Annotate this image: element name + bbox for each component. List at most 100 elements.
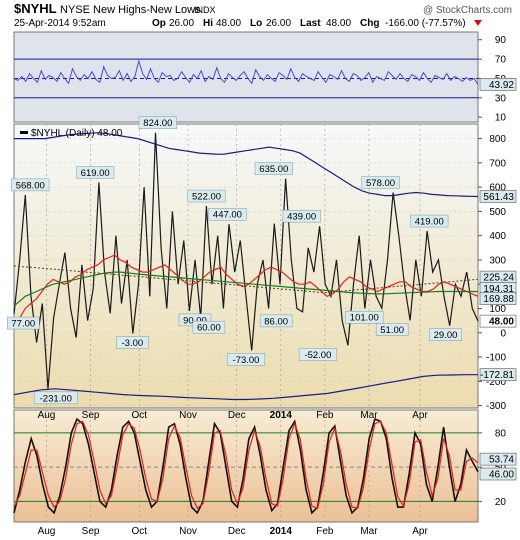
y-tick-label: 70	[495, 55, 507, 66]
x-tick-label: Apr	[412, 410, 428, 421]
y-tick-label: -100	[486, 353, 506, 364]
upper-last-value: 43.92	[489, 80, 514, 91]
data-label: -73.00	[233, 355, 260, 366]
down-arrow-icon	[474, 20, 482, 26]
right-value-label: 194.31	[483, 284, 514, 295]
ma-dotted-line	[13, 265, 479, 293]
x-tick-label: Mar	[360, 526, 378, 537]
data-label-box	[298, 348, 337, 361]
data-label-box	[226, 353, 266, 366]
data-label: 439.00	[287, 212, 316, 223]
y-tick-label: 400	[489, 231, 506, 242]
data-label: 90.00	[183, 315, 207, 326]
data-label-box	[33, 391, 78, 405]
upper-band-line	[14, 132, 479, 198]
y-tick-label: 300	[489, 255, 506, 266]
data-label: 51.00	[380, 325, 404, 336]
data-label: 447.00	[213, 210, 242, 221]
x-tick-label: Dec	[228, 526, 246, 537]
x-tick-label: Sep	[82, 526, 100, 537]
quote-date: 25-Apr-2014 9:52am	[14, 18, 106, 29]
data-label-box	[192, 320, 226, 334]
right-value-label: 169.88	[483, 294, 514, 305]
y-tick-label: 500	[489, 207, 506, 218]
last-price-label-box	[479, 314, 517, 328]
high-value: 48.00	[216, 18, 241, 29]
y-tick-label: 10	[495, 113, 507, 124]
data-label-box	[7, 316, 40, 330]
change-label: Chg	[360, 18, 379, 29]
data-label-box	[208, 207, 247, 221]
right-value-label-box	[479, 292, 517, 305]
x-tick-label: 2014	[270, 526, 293, 537]
data-label-box	[187, 189, 226, 203]
watermark: @ StockCharts.com	[423, 5, 512, 16]
lower-fast-line	[13, 417, 479, 515]
data-label-box	[254, 162, 293, 175]
x-tick-label: Nov	[179, 526, 197, 537]
lower-slow-line	[13, 420, 479, 510]
symbol-name: NYSE New Highs-New Lows	[60, 4, 201, 16]
data-label: 77.00	[11, 319, 35, 330]
ma-green-line	[13, 271, 478, 307]
data-label-box	[429, 328, 462, 341]
y-tick-label: 80	[495, 428, 507, 439]
lower-indicator: AugSepOctNovDec2014FebMarApr80502053.744…	[13, 410, 517, 537]
x-tick-label: Apr	[412, 526, 428, 537]
x-tick-label: Oct	[131, 526, 147, 537]
data-label: 522.00	[192, 192, 221, 203]
y-tick-label: 90	[495, 35, 507, 46]
last-label: Last	[300, 18, 321, 29]
last-value: 48.00	[326, 18, 351, 29]
data-label-box	[375, 323, 409, 336]
y-tick-label: 700	[489, 158, 506, 169]
data-label: 568.00	[16, 180, 45, 191]
upper-panel	[13, 31, 479, 123]
right-value-label: 561.43	[483, 192, 514, 203]
right-value-label: 225.24	[483, 273, 514, 284]
symbol: $NYHL	[14, 1, 57, 16]
upper-series-line	[13, 59, 479, 85]
lower-value-label-box	[479, 467, 517, 481]
right-value-label-box	[479, 190, 517, 203]
data-label: 578.00	[366, 178, 395, 189]
legend-swatch	[20, 131, 28, 134]
upper-last-value-box	[479, 78, 517, 91]
upper-indicator: 907050301043.92	[13, 35, 517, 124]
lower-value-label-box	[479, 452, 517, 466]
data-label: -231.00	[40, 393, 72, 404]
y-tick-label: 20	[495, 497, 507, 508]
lower-band-line	[13, 374, 478, 401]
data-label: 619.00	[81, 168, 110, 179]
y-tick-label: 0	[500, 328, 506, 339]
data-label-box	[11, 178, 50, 192]
low-value: 26.00	[266, 18, 291, 29]
data-label: -52.00	[304, 350, 331, 361]
y-tick-label: 600	[489, 183, 506, 194]
y-tick-label: -200	[486, 377, 506, 388]
x-tick-label: Aug	[38, 526, 56, 537]
data-label-box	[410, 214, 449, 228]
change-value: -166.00 (-77.57%)	[385, 18, 466, 29]
y-tick-label: 100	[489, 304, 506, 315]
data-label: 419.00	[415, 217, 444, 228]
price-panel: Aug Sep Oct Nov Dec 2014 Feb Mar Apr800700600500…	[7, 116, 517, 421]
open-value: 26.00	[169, 18, 194, 29]
data-label-box	[116, 336, 149, 349]
data-label: 60.00	[197, 323, 221, 334]
data-label-box	[76, 166, 115, 179]
y-tick-label: -300	[486, 401, 506, 412]
data-label-box	[345, 310, 384, 324]
open-label: Op	[152, 18, 166, 29]
low-label: Lo	[250, 18, 262, 29]
lower-value-label: 53.74	[489, 455, 514, 466]
high-label: Hi	[203, 18, 213, 29]
data-label-box	[259, 314, 293, 328]
x-tick-label: Mar	[360, 410, 378, 421]
data-label: 29.00	[434, 330, 458, 341]
price-line	[13, 132, 479, 389]
data-label-box	[282, 209, 321, 223]
legend-label: $NYHL (Daily) 48.00	[31, 128, 123, 139]
data-label: 86.00	[264, 316, 288, 327]
